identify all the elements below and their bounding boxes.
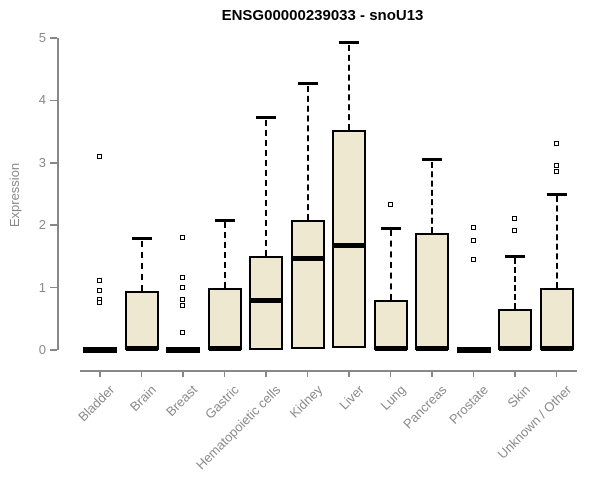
outlier-point — [470, 256, 476, 262]
x-tick — [431, 370, 433, 377]
median-line — [333, 242, 365, 248]
y-tick — [50, 349, 57, 351]
y-axis-line — [57, 38, 59, 350]
outlier-point — [180, 234, 185, 240]
whisker — [555, 196, 558, 288]
whisker — [431, 161, 433, 233]
whisker — [306, 85, 309, 221]
whisker — [348, 44, 350, 130]
x-tick-label: Kidney — [286, 382, 326, 421]
x-tick — [389, 370, 392, 377]
outlier-point — [97, 287, 102, 293]
median-line — [208, 346, 241, 352]
flat-box — [83, 347, 117, 353]
outlier-point — [180, 275, 185, 281]
x-tick — [348, 370, 350, 377]
x-tick-label: Pancreas — [400, 382, 450, 432]
whisker — [223, 222, 226, 288]
y-tick — [50, 224, 57, 226]
x-tick — [555, 370, 558, 377]
box — [415, 232, 449, 350]
flat-box — [456, 347, 491, 353]
y-tick — [50, 286, 57, 289]
box — [249, 256, 283, 350]
x-tick-label: Lung — [377, 382, 409, 414]
y-tick — [50, 37, 57, 39]
median-line — [540, 346, 573, 352]
x-tick — [472, 370, 475, 377]
median-line — [499, 346, 531, 352]
box — [290, 220, 325, 349]
outlier-point — [97, 300, 102, 306]
y-tick-label: 3 — [38, 154, 46, 170]
outlier-point — [180, 297, 185, 303]
box — [124, 290, 159, 350]
flat-box — [166, 347, 200, 353]
outlier-point — [180, 303, 185, 309]
outlier-point — [512, 228, 517, 234]
outlier-point — [470, 225, 476, 231]
y-tick-label: 1 — [38, 279, 46, 295]
x-tick — [182, 370, 184, 377]
y-tick-label: 5 — [38, 30, 46, 45]
median-line — [291, 255, 324, 261]
whisker-cap — [214, 218, 235, 222]
outlier-point — [553, 141, 559, 147]
x-tick-label: Gastric — [202, 382, 243, 422]
x-tick — [306, 370, 309, 377]
x-tick — [140, 370, 143, 377]
median-line — [416, 346, 448, 352]
x-tick-label: Prostate — [446, 382, 492, 427]
box — [539, 287, 574, 350]
outlier-point — [97, 153, 102, 159]
outlier-point — [553, 169, 559, 175]
outlier-point — [512, 215, 517, 221]
outlier-point — [180, 284, 185, 290]
whisker-cap — [422, 158, 442, 162]
outlier-point — [97, 278, 102, 284]
x-tick — [223, 370, 226, 377]
y-tick — [50, 99, 57, 102]
whisker — [265, 119, 267, 257]
x-tick-label: Bladder — [75, 382, 118, 425]
box — [332, 129, 366, 349]
y-tick-label: 2 — [38, 217, 46, 233]
y-tick-label: 4 — [38, 92, 46, 108]
x-tick-label: Breast — [163, 382, 201, 420]
whisker-cap — [339, 41, 359, 45]
box — [373, 300, 408, 350]
x-tick — [514, 370, 516, 377]
whisker-cap — [380, 226, 401, 230]
x-tick-label: Brain — [127, 382, 160, 415]
whisker-cap — [131, 237, 152, 241]
median-line — [125, 346, 158, 352]
x-tick — [99, 370, 101, 377]
median-line — [250, 297, 282, 303]
x-tick-label: Unknown / Other — [494, 382, 575, 462]
x-tick-label: Skin — [504, 382, 533, 411]
whisker-cap — [505, 254, 525, 258]
median-line — [374, 346, 407, 352]
box — [207, 287, 242, 350]
x-tick-label: Liver — [336, 382, 367, 413]
whisker — [140, 240, 143, 291]
outlier-point — [387, 201, 393, 207]
outlier-point — [470, 237, 476, 243]
whisker — [514, 258, 516, 310]
outlier-point — [180, 330, 185, 336]
y-tick — [50, 162, 57, 164]
x-axis-line — [80, 370, 577, 372]
outlier-point — [553, 162, 559, 168]
whisker-cap — [256, 116, 276, 120]
chart-title: ENSG00000239033 - snoU13 — [221, 7, 424, 24]
y-tick-label: 0 — [38, 342, 46, 357]
whisker — [389, 230, 392, 301]
whisker-cap — [546, 192, 567, 196]
x-tick — [265, 370, 267, 377]
box — [498, 309, 532, 350]
whisker-cap — [297, 82, 318, 86]
